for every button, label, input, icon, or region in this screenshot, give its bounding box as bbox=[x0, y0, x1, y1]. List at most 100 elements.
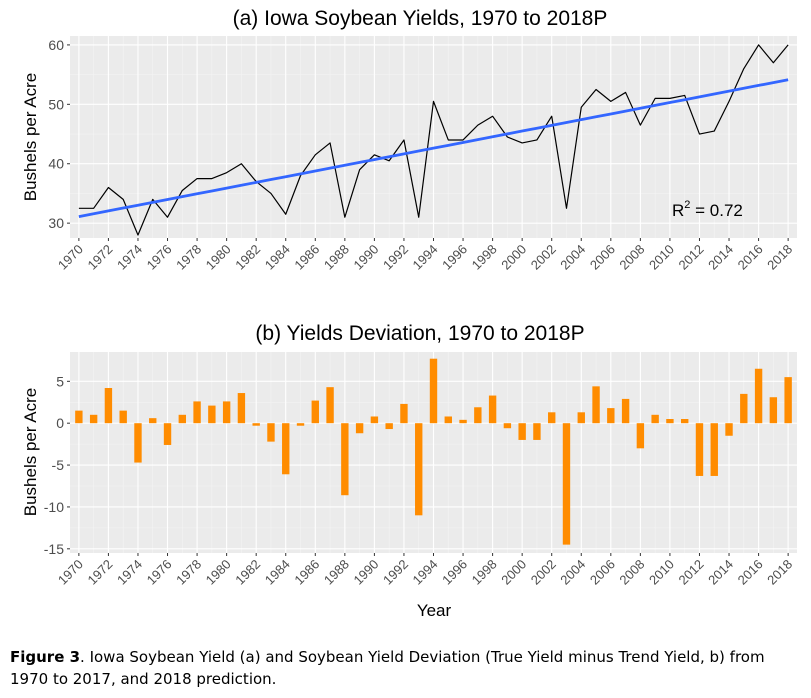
x-tick-label: 1986 bbox=[291, 242, 322, 273]
x-tick-label: 2014 bbox=[705, 242, 736, 273]
x-tick-label: 2016 bbox=[735, 242, 766, 273]
x-tick-label: 2010 bbox=[646, 557, 677, 588]
x-tick-label: 1984 bbox=[262, 242, 293, 273]
x-tick-label: 1970 bbox=[55, 557, 86, 588]
deviation-bar bbox=[592, 386, 600, 424]
y-tick-label: 50 bbox=[48, 96, 64, 112]
x-tick-label: 1992 bbox=[380, 557, 411, 588]
deviation-bar bbox=[725, 423, 733, 436]
chart-a-title: (a) Iowa Soybean Yields, 1970 to 2018P bbox=[233, 7, 608, 30]
x-tick-label: 2008 bbox=[616, 557, 647, 588]
chart-b-x-axis-label: Year bbox=[417, 601, 452, 620]
deviation-bar bbox=[518, 423, 526, 440]
x-tick-label: 1990 bbox=[350, 557, 381, 588]
x-tick-label: 1974 bbox=[114, 242, 145, 273]
figure-svg: (a) Iowa Soybean Yields, 1970 to 2018P 1… bbox=[21, 7, 797, 620]
x-tick-label: 1974 bbox=[114, 557, 145, 588]
deviation-bar bbox=[488, 395, 497, 424]
deviation-bar bbox=[503, 423, 512, 429]
x-tick-label: 2016 bbox=[735, 557, 766, 588]
deviation-bar bbox=[548, 412, 556, 424]
x-tick-label: 1994 bbox=[410, 242, 441, 273]
deviation-bar bbox=[163, 423, 172, 445]
x-tick-label: 1994 bbox=[410, 557, 441, 588]
x-tick-label: 2014 bbox=[705, 557, 736, 588]
deviation-bar bbox=[577, 412, 585, 424]
deviation-bar bbox=[695, 423, 704, 476]
y-tick-label: 60 bbox=[48, 37, 64, 53]
trend-series-line bbox=[78, 78, 789, 218]
x-tick-label: 1990 bbox=[350, 242, 381, 273]
deviation-bar bbox=[621, 398, 630, 424]
chart-a-panel: 1970197219741976197819801982198419861988… bbox=[48, 36, 797, 273]
deviation-bar bbox=[252, 423, 260, 426]
deviation-bar bbox=[222, 401, 231, 424]
x-tick-label: 2010 bbox=[646, 242, 677, 273]
x-tick-label: 2008 bbox=[616, 242, 647, 273]
deviation-bar bbox=[134, 423, 142, 463]
x-tick-label: 1992 bbox=[380, 242, 411, 273]
deviation-bar bbox=[533, 423, 541, 440]
x-tick-label: 1988 bbox=[321, 557, 352, 588]
x-tick-label: 1996 bbox=[439, 557, 470, 588]
deviation-bar bbox=[75, 410, 83, 424]
deviation-bar bbox=[355, 423, 364, 434]
deviation-bar bbox=[370, 416, 379, 424]
yield-series-line bbox=[78, 44, 789, 236]
y-tick-label: 30 bbox=[48, 215, 64, 231]
x-tick-label: 2006 bbox=[587, 242, 618, 273]
y-tick-label: -10 bbox=[44, 499, 64, 515]
figure-caption-text: . Iowa Soybean Yield (a) and Soybean Yie… bbox=[10, 648, 765, 688]
figure-caption-label: Figure 3 bbox=[10, 648, 81, 666]
deviation-bar bbox=[296, 423, 305, 426]
chart-a-y-axis-label: Bushels per Acre bbox=[21, 73, 40, 202]
x-tick-label: 2002 bbox=[528, 557, 559, 588]
x-tick-label: 1982 bbox=[232, 242, 263, 273]
chart-b-y-axis-label: Bushels per Acre bbox=[21, 388, 40, 517]
deviation-bar bbox=[607, 408, 615, 424]
r-squared-annotation: R2 = 0.72 bbox=[672, 199, 743, 220]
deviation-bar bbox=[784, 377, 792, 424]
y-tick-label: -15 bbox=[44, 541, 64, 557]
x-tick-label: 2004 bbox=[557, 557, 588, 588]
deviation-bar bbox=[754, 368, 763, 424]
deviation-bar bbox=[326, 387, 334, 424]
x-tick-label: 1988 bbox=[321, 242, 352, 273]
x-tick-label: 1982 bbox=[232, 557, 263, 588]
y-tick-label: 40 bbox=[48, 156, 64, 172]
deviation-bar bbox=[429, 358, 438, 424]
chart-b-panel: 1970197219741976197819801982198419861988… bbox=[44, 352, 797, 588]
x-tick-label: 1996 bbox=[439, 242, 470, 273]
x-tick-label: 1970 bbox=[55, 242, 86, 273]
deviation-bar bbox=[459, 419, 467, 424]
r-squared-base: R bbox=[672, 201, 684, 220]
x-tick-label: 1998 bbox=[469, 242, 500, 273]
deviation-bar bbox=[104, 388, 113, 424]
x-tick-label: 2018 bbox=[764, 557, 795, 588]
r-squared-value: = 0.72 bbox=[690, 201, 742, 220]
x-tick-label: 1976 bbox=[144, 557, 175, 588]
r-squared-sup: 2 bbox=[684, 199, 690, 211]
chart-b-title: (b) Yields Deviation, 1970 to 2018P bbox=[255, 322, 584, 345]
x-tick-label: 1972 bbox=[84, 557, 115, 588]
deviation-bar bbox=[474, 407, 482, 424]
deviation-bar bbox=[740, 393, 748, 424]
x-tick-label: 2006 bbox=[587, 557, 618, 588]
y-tick-label: 0 bbox=[56, 415, 64, 431]
deviation-bar bbox=[341, 423, 349, 496]
x-tick-label: 2018 bbox=[764, 242, 795, 273]
deviation-bar bbox=[237, 393, 246, 424]
deviation-bar bbox=[208, 405, 216, 424]
x-tick-label: 1998 bbox=[469, 557, 500, 588]
x-tick-label: 1972 bbox=[84, 242, 115, 273]
x-tick-label: 1984 bbox=[262, 557, 293, 588]
deviation-bar bbox=[267, 423, 275, 442]
x-tick-label: 2000 bbox=[498, 557, 529, 588]
deviation-bar bbox=[415, 423, 423, 516]
deviation-bar bbox=[193, 401, 201, 424]
x-tick-label: 2004 bbox=[557, 242, 588, 273]
x-tick-label: 1978 bbox=[173, 242, 204, 273]
deviation-bar bbox=[119, 410, 127, 424]
x-tick-label: 1976 bbox=[144, 242, 175, 273]
